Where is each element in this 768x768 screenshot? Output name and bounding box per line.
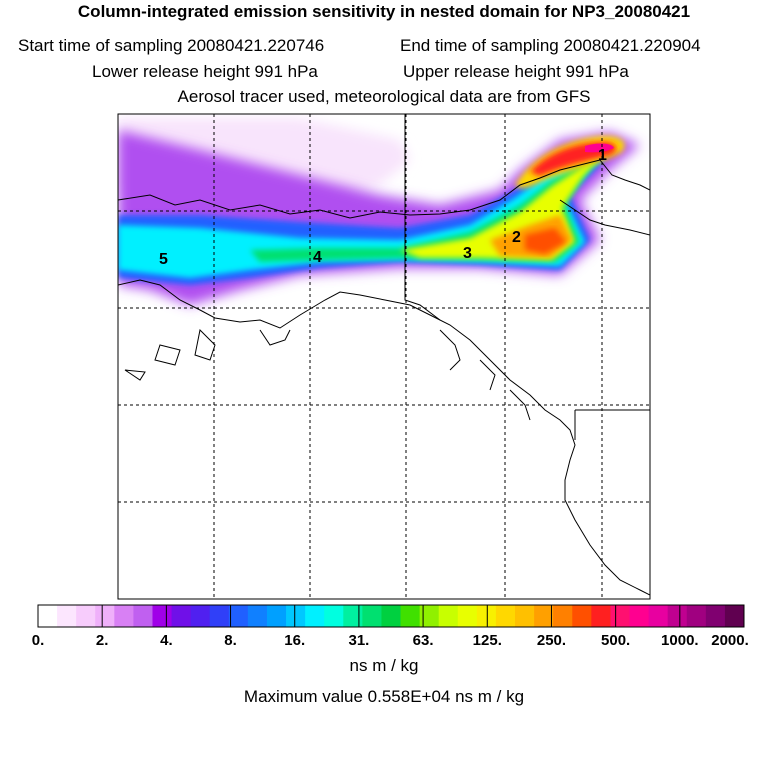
colorbar-swatch (629, 605, 650, 627)
lat-lon-grid (118, 114, 650, 599)
colorbar-swatch (591, 605, 611, 627)
colorbar-swatch (476, 605, 497, 627)
colorbar-swatch (610, 605, 631, 627)
colorbar-swatch (457, 605, 478, 627)
colorbar-tick-label: 2. (95, 632, 109, 649)
colorbar-swatch (286, 605, 306, 627)
colorbar-swatch (114, 605, 134, 627)
colorbar-tick-label: 1000. (661, 632, 699, 649)
colorbar-tick-label: 31. (348, 632, 370, 649)
end-time-label: End time of sampling 20080421.220904 (400, 36, 701, 55)
colorbar-swatch (38, 605, 58, 627)
colorbar-swatch (343, 605, 363, 627)
colorbar-swatch (362, 605, 382, 627)
colorbar-swatch (515, 605, 535, 627)
lower-release-label: Lower release height 991 hPa (92, 62, 318, 81)
marker-5: 5 (159, 251, 168, 268)
marker-2: 2 (512, 229, 521, 246)
colorbar-swatch (76, 605, 96, 627)
marker-3: 3 (463, 245, 472, 262)
colorbar-tick-label: 0. (31, 632, 45, 649)
plot-title: Column-integrated emission sensitivity i… (77, 2, 691, 21)
marker-4: 4 (313, 249, 322, 266)
colorbar-swatch (190, 605, 211, 627)
colorbar-swatch (57, 605, 77, 627)
colorbar-swatch (495, 605, 516, 627)
colorbar-swatch (228, 605, 249, 627)
colorbar-frame (37, 604, 745, 628)
colorbar-swatch (95, 605, 115, 627)
marker-1: 1 (598, 147, 607, 164)
tracer-note: Aerosol tracer used, meteorological data… (177, 87, 591, 106)
colorbar-swatch (324, 605, 344, 627)
map-frame (117, 113, 651, 600)
colorbar-swatch (648, 605, 669, 627)
colorbar-swatch (438, 605, 459, 627)
colorbar-swatch (419, 605, 440, 627)
colorbar-swatch (553, 605, 573, 627)
colorbar-tick-label: 4. (160, 632, 173, 649)
colorbar-swatch (133, 605, 153, 627)
colorbar-swatch (266, 605, 287, 627)
colorbar-swatch (152, 605, 173, 627)
colorbar-swatch (381, 605, 402, 627)
colorbar-swatch (209, 605, 230, 627)
start-time-label: Start time of sampling 20080421.220746 (18, 36, 325, 55)
colorbar-swatch (305, 605, 325, 627)
colorbar-swatch (724, 605, 745, 627)
colorbar-swatch (705, 605, 726, 627)
colorbar-tick-label: 16. (284, 632, 306, 649)
colorbar-swatch (247, 605, 268, 627)
colorbar-swatch (171, 605, 192, 627)
colorbar-tick-label: 250. (536, 632, 567, 649)
colorbar-tick-label: 500. (601, 632, 631, 649)
colorbar-tick-label: 2000. (711, 632, 749, 649)
colorbar-unit: ns m / kg (349, 656, 419, 675)
colorbar-swatch (400, 605, 421, 627)
coastlines (118, 114, 650, 596)
colorbar-swatch (572, 605, 592, 627)
colorbar-tick-label: 8. (224, 632, 237, 649)
colorbar-swatch (686, 605, 707, 627)
colorbar (37, 604, 745, 628)
plume-layer (118, 118, 640, 305)
colorbar-tick-label: 63. (412, 632, 434, 649)
colorbar-swatch (667, 605, 688, 627)
upper-release-label: Upper release height 991 hPa (403, 62, 629, 81)
colorbar-tick-label: 125. (472, 632, 502, 649)
max-value-label: Maximum value 0.558E+04 ns m / kg (243, 687, 525, 706)
colorbar-swatch (534, 605, 554, 627)
